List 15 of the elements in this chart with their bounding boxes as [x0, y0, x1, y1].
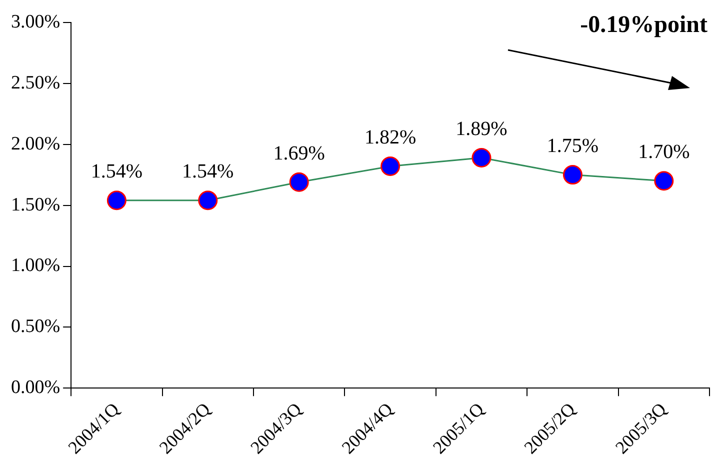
y-tick-label: 2.50% [11, 72, 60, 94]
data-label: 1.82% [364, 126, 416, 149]
data-label: 1.54% [182, 160, 234, 183]
y-tick-label: 3.00% [11, 11, 60, 32]
y-tick-label: 1.00% [11, 255, 60, 276]
y-tick-label: 2.00% [11, 133, 60, 154]
y-tick-label: 0.00% [11, 377, 60, 398]
data-label: 1.54% [90, 160, 143, 183]
y-tick-label: 0.50% [11, 316, 60, 338]
y-tick-label: 1.50% [11, 194, 60, 216]
data-label: 1.70% [638, 141, 690, 164]
data-label: 1.75% [546, 135, 599, 158]
data-label: 1.89% [456, 118, 508, 140]
annotation: -0.19%point [580, 12, 708, 38]
data-label: 1.69% [273, 142, 325, 164]
